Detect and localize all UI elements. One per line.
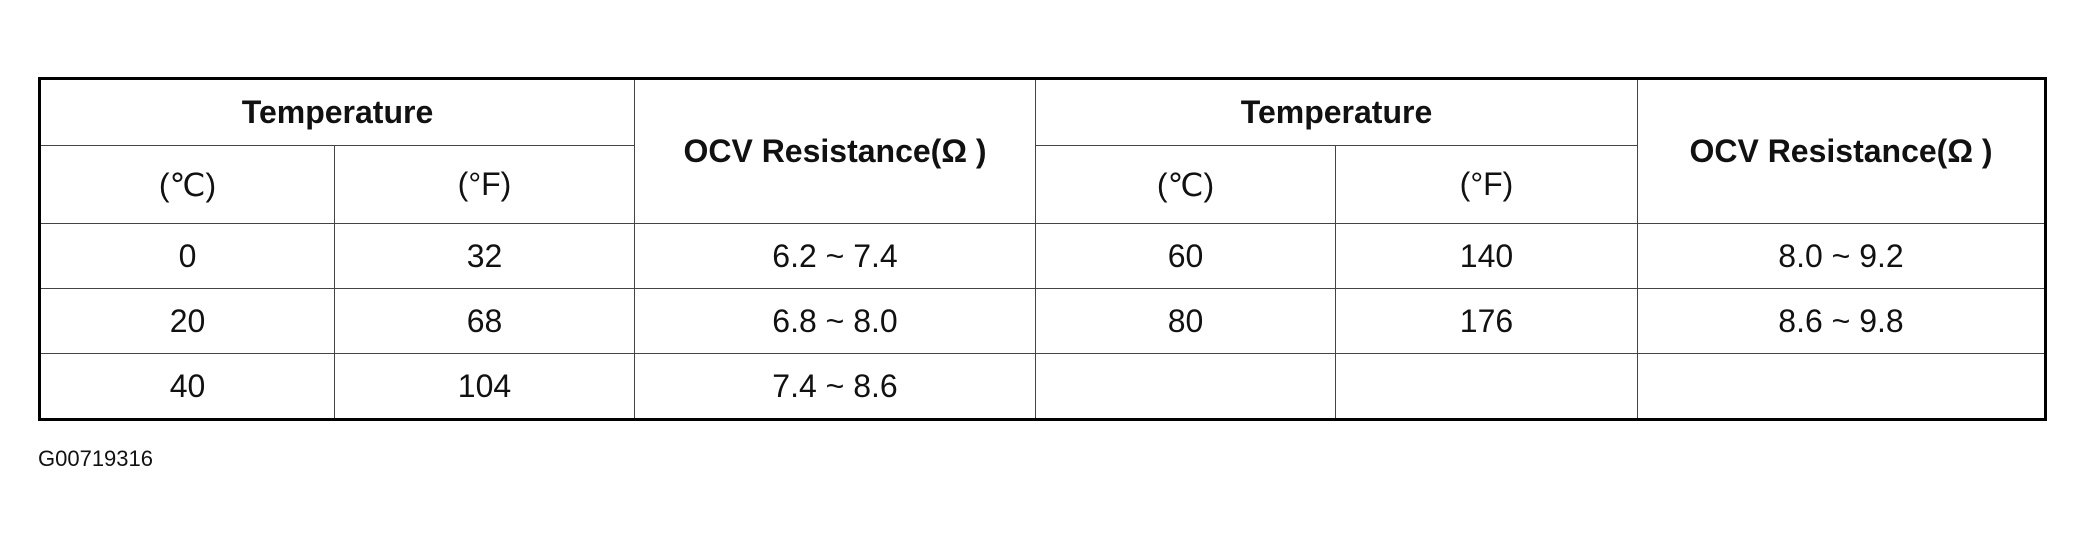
data-cell: 176 bbox=[1335, 288, 1638, 354]
data-cell: 40 bbox=[39, 353, 335, 420]
unit-cell: (℃) bbox=[1035, 145, 1336, 224]
figure-code: G00719316 bbox=[38, 446, 153, 471]
resistance-table: Temperature OCV Resistance(Ω ) Temperatu… bbox=[38, 77, 2047, 421]
data-cell: 6.8 ~ 8.0 bbox=[634, 288, 1036, 354]
data-cell bbox=[1035, 353, 1336, 420]
data-cell: 7.4 ~ 8.6 bbox=[634, 353, 1036, 420]
data-cell: 20 bbox=[39, 288, 335, 354]
header-cell: OCV Resistance(Ω ) bbox=[1637, 78, 2046, 224]
data-cell bbox=[1637, 353, 2046, 420]
data-cell: 104 bbox=[334, 353, 635, 420]
data-cell: 80 bbox=[1035, 288, 1336, 354]
header-cell: Temperature bbox=[39, 78, 635, 146]
unit-cell: (°F) bbox=[1335, 145, 1638, 224]
data-row: 40 104 7.4 ~ 8.6 bbox=[39, 353, 2046, 420]
data-row: 0 32 6.2 ~ 7.4 60 140 8.0 ~ 9.2 bbox=[39, 223, 2046, 289]
data-cell: 68 bbox=[334, 288, 635, 354]
unit-cell: (°F) bbox=[334, 145, 635, 224]
data-cell bbox=[1335, 353, 1638, 420]
header-cell: Temperature bbox=[1035, 78, 1638, 146]
data-cell: 60 bbox=[1035, 223, 1336, 289]
data-cell: 6.2 ~ 7.4 bbox=[634, 223, 1036, 289]
data-cell: 0 bbox=[39, 223, 335, 289]
header-cell: OCV Resistance(Ω ) bbox=[634, 78, 1036, 224]
unit-cell: (℃) bbox=[39, 145, 335, 224]
data-cell: 32 bbox=[334, 223, 635, 289]
data-row: 20 68 6.8 ~ 8.0 80 176 8.6 ~ 9.8 bbox=[39, 288, 2046, 354]
data-cell: 8.6 ~ 9.8 bbox=[1637, 288, 2046, 354]
header-row: Temperature OCV Resistance(Ω ) Temperatu… bbox=[39, 78, 2046, 224]
data-cell: 8.0 ~ 9.2 bbox=[1637, 223, 2046, 289]
data-cell: 140 bbox=[1335, 223, 1638, 289]
